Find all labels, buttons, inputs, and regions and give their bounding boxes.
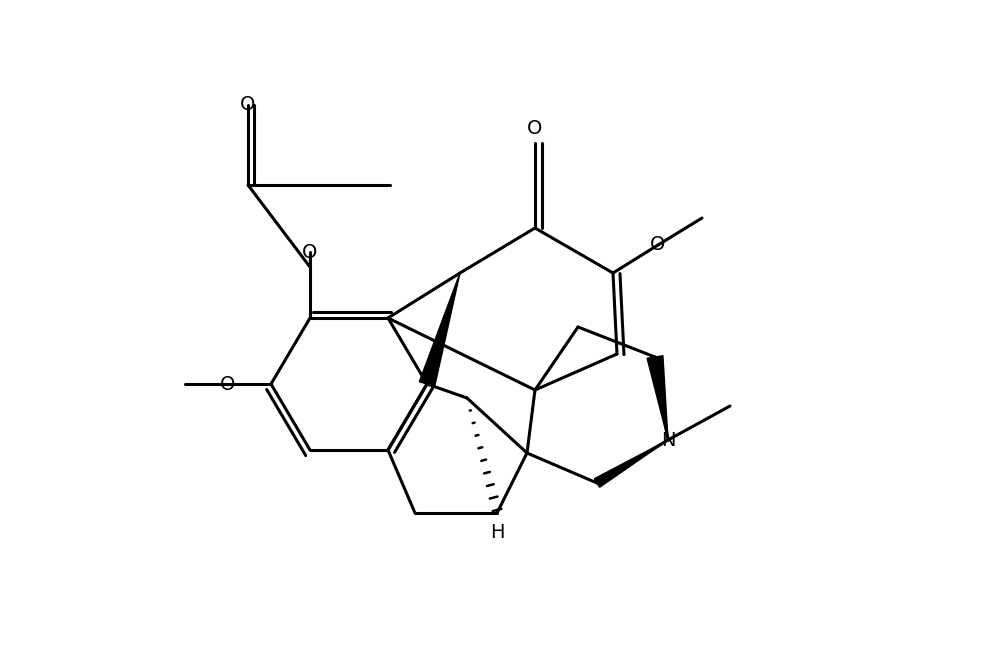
Text: O: O — [220, 374, 235, 393]
Polygon shape — [419, 273, 460, 386]
Text: O: O — [302, 242, 318, 261]
Text: H: H — [490, 523, 504, 543]
Text: O: O — [650, 236, 665, 255]
Text: N: N — [660, 430, 675, 449]
Polygon shape — [647, 356, 668, 440]
Text: O: O — [527, 119, 543, 137]
Polygon shape — [595, 440, 668, 487]
Text: O: O — [240, 96, 255, 114]
